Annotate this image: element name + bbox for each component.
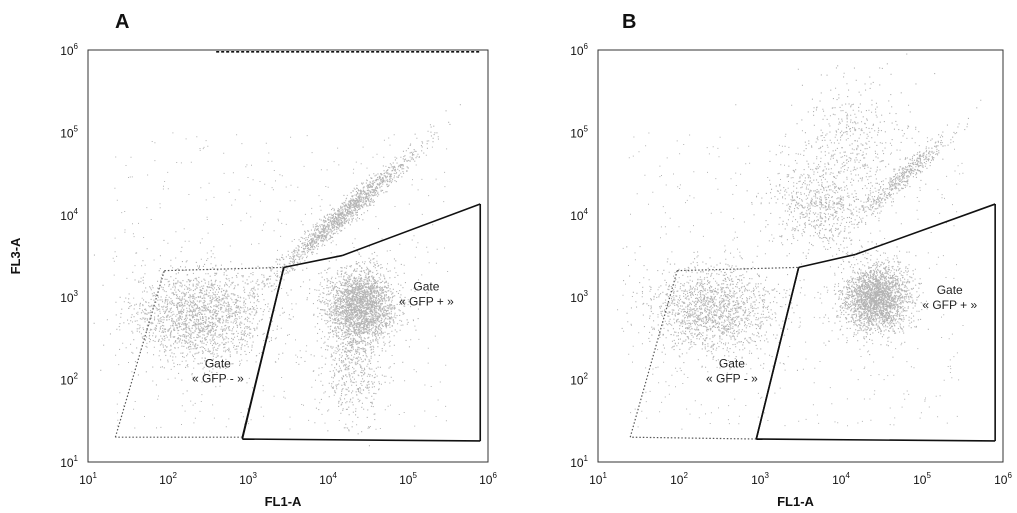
gate-edge — [630, 436, 757, 440]
y-tick-label: 103 — [570, 289, 588, 305]
y-tick-label: 103 — [60, 289, 78, 305]
event-points — [93, 104, 461, 447]
gate-edge — [629, 270, 678, 438]
x-tick-label: 104 — [319, 471, 337, 487]
gate-label: Gate — [937, 283, 963, 297]
gate-label: « GFP - » — [192, 372, 244, 386]
x-tick-label: 102 — [670, 471, 688, 487]
gate-edge — [677, 266, 799, 272]
x-axis-title: FL1-A — [777, 494, 814, 509]
y-tick-label: 106 — [60, 42, 78, 58]
y-tick-label: 101 — [570, 454, 588, 470]
chart-panel-b: Gate« GFP - »Gate« GFP + »101 102 103 104 10… — [570, 11, 1012, 509]
x-tick-label: 106 — [479, 471, 497, 487]
x-tick-label: 105 — [913, 471, 931, 487]
x-tick-label: 102 — [159, 471, 177, 487]
gate-gfpplus: Gate« GFP + » — [241, 203, 482, 442]
gate-edge — [241, 267, 285, 440]
panel-label: B — [622, 11, 636, 33]
gate-edge — [756, 438, 996, 442]
y-tick-label: 101 — [60, 454, 78, 470]
x-tick-label: 105 — [399, 471, 417, 487]
y-tick-label: 105 — [570, 124, 588, 140]
gate-edge — [164, 266, 284, 272]
x-tick-label: 106 — [994, 471, 1012, 487]
gate-edge — [242, 438, 481, 442]
panel-label: A — [115, 11, 129, 33]
gate-edge — [854, 203, 996, 256]
gate-label: « GFP - » — [706, 372, 758, 386]
gate-gfpplus: Gate« GFP + » — [755, 203, 996, 442]
gate-edge — [341, 203, 481, 257]
x-tick-label: 101 — [589, 471, 607, 487]
plot-frame — [87, 49, 489, 463]
gate-edge — [114, 270, 165, 438]
y-tick-label: 102 — [60, 372, 78, 388]
gate-edge — [283, 254, 343, 269]
gate-label: « GFP + » — [922, 298, 977, 312]
x-axis-title: FL1-A — [265, 494, 302, 509]
gate-edge — [755, 267, 800, 440]
gate-edge — [798, 253, 856, 269]
event-dots — [93, 104, 461, 447]
x-tick-label: 103 — [239, 471, 257, 487]
y-tick-label: 106 — [570, 42, 588, 58]
gate-label: Gate — [205, 357, 231, 371]
y-tick-label: 104 — [570, 207, 588, 223]
chart-panel-a: Gate« GFP - »Gate« GFP + »101 102 103 104 10… — [8, 11, 497, 509]
x-tick-label: 101 — [79, 471, 97, 487]
y-tick-label: 104 — [60, 207, 78, 223]
plot-frame — [597, 49, 1004, 463]
y-tick-label: 105 — [60, 124, 78, 140]
y-axis-title: FL3-A — [8, 237, 23, 274]
gate-label: Gate — [719, 357, 745, 371]
gate-label: « GFP + » — [399, 295, 454, 309]
gate-label: Gate — [413, 280, 439, 294]
x-tick-label: 103 — [751, 471, 769, 487]
y-tick-label: 102 — [570, 372, 588, 388]
x-tick-label: 104 — [832, 471, 850, 487]
